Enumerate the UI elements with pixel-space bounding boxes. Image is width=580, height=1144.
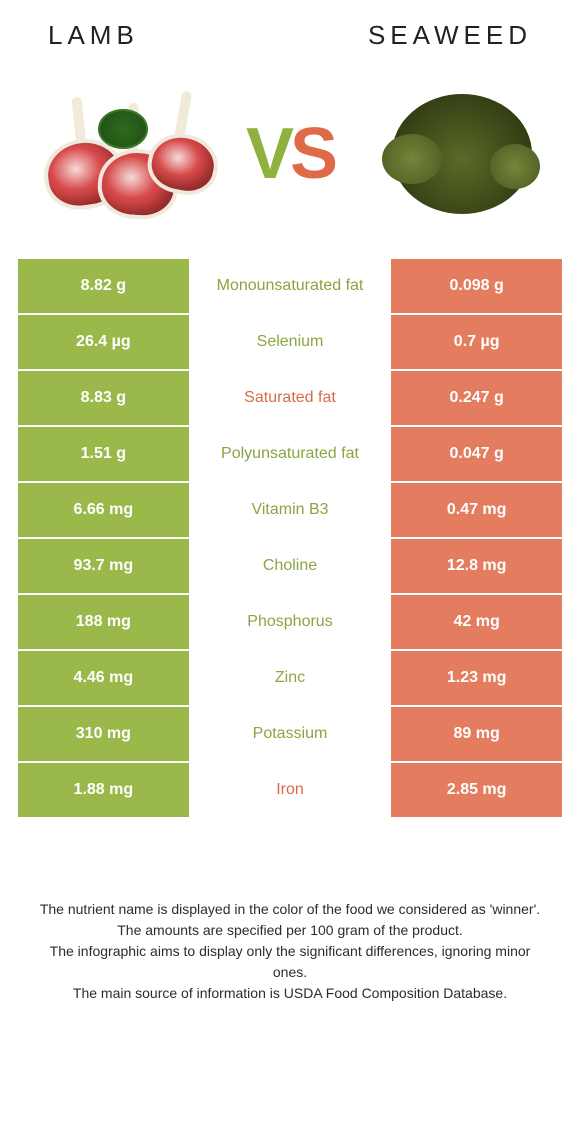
table-row: 4.46 mgZinc1.23 mg: [18, 651, 562, 707]
right-value: 0.098 g: [389, 259, 562, 315]
nutrient-name: Saturated fat: [191, 371, 390, 427]
table-row: 8.83 gSaturated fat0.247 g: [18, 371, 562, 427]
table-row: 8.82 gMonounsaturated fat0.098 g: [18, 259, 562, 315]
table-row: 1.51 gPolyunsaturated fat0.047 g: [18, 427, 562, 483]
nutrient-name: Vitamin B3: [191, 483, 390, 539]
left-value: 310 mg: [18, 707, 191, 763]
footnotes: The nutrient name is displayed in the co…: [18, 819, 562, 1004]
nutrient-table: 8.82 gMonounsaturated fat0.098 g26.4 µgS…: [18, 259, 562, 819]
right-value: 0.247 g: [389, 371, 562, 427]
right-value: 12.8 mg: [389, 539, 562, 595]
left-value: 8.83 g: [18, 371, 191, 427]
left-value: 1.88 mg: [18, 763, 191, 819]
left-value: 93.7 mg: [18, 539, 191, 595]
nutrient-name: Selenium: [191, 315, 390, 371]
nutrient-name: Phosphorus: [191, 595, 390, 651]
vs-label: VS: [246, 113, 334, 195]
seaweed-image: [362, 79, 542, 229]
lamb-image: [38, 79, 218, 229]
right-value: 2.85 mg: [389, 763, 562, 819]
right-value: 0.047 g: [389, 427, 562, 483]
footnote-line: The infographic aims to display only the…: [38, 941, 542, 983]
table-row: 310 mgPotassium89 mg: [18, 707, 562, 763]
title-right: Seaweed: [368, 20, 532, 51]
left-value: 188 mg: [18, 595, 191, 651]
left-value: 1.51 g: [18, 427, 191, 483]
nutrient-name: Polyunsaturated fat: [191, 427, 390, 483]
table-row: 93.7 mgCholine12.8 mg: [18, 539, 562, 595]
table-row: 188 mgPhosphorus42 mg: [18, 595, 562, 651]
left-value: 4.46 mg: [18, 651, 191, 707]
right-value: 1.23 mg: [389, 651, 562, 707]
vs-v: V: [246, 114, 290, 194]
nutrient-name: Iron: [191, 763, 390, 819]
table-row: 26.4 µgSelenium0.7 µg: [18, 315, 562, 371]
footnote-line: The main source of information is USDA F…: [38, 983, 542, 1004]
footnote-line: The amounts are specified per 100 gram o…: [38, 920, 542, 941]
nutrient-name: Choline: [191, 539, 390, 595]
title-row: Lamb Seaweed: [18, 20, 562, 69]
nutrient-name: Zinc: [191, 651, 390, 707]
nutrient-name: Potassium: [191, 707, 390, 763]
right-value: 0.47 mg: [389, 483, 562, 539]
footnote-line: The nutrient name is displayed in the co…: [38, 899, 542, 920]
table-row: 1.88 mgIron2.85 mg: [18, 763, 562, 819]
title-left: Lamb: [48, 20, 139, 51]
right-value: 42 mg: [389, 595, 562, 651]
left-value: 26.4 µg: [18, 315, 191, 371]
vs-s: S: [290, 114, 334, 194]
left-value: 8.82 g: [18, 259, 191, 315]
image-row: VS: [18, 69, 562, 259]
nutrient-name: Monounsaturated fat: [191, 259, 390, 315]
right-value: 89 mg: [389, 707, 562, 763]
right-value: 0.7 µg: [389, 315, 562, 371]
left-value: 6.66 mg: [18, 483, 191, 539]
table-row: 6.66 mgVitamin B30.47 mg: [18, 483, 562, 539]
